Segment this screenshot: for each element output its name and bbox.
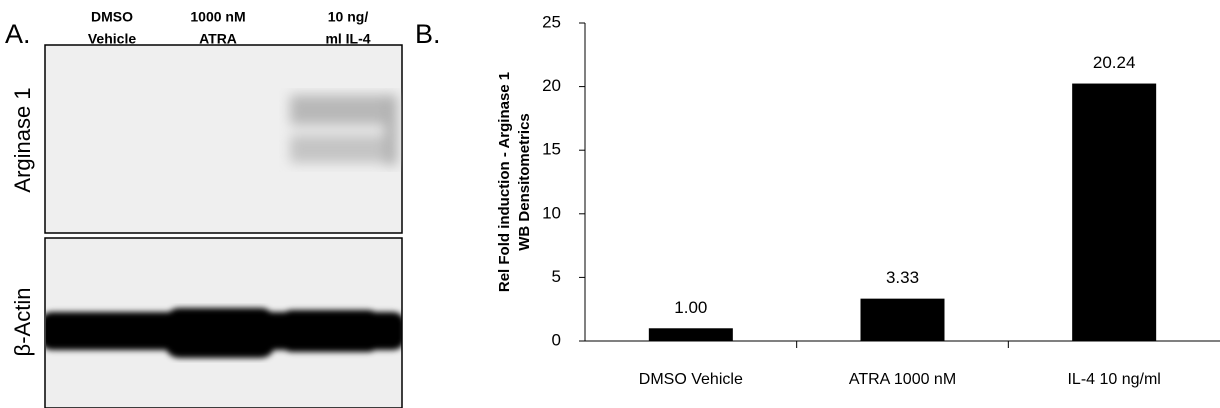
- lane-label: DMSO: [91, 9, 133, 25]
- x-tick-label: ATRA 1000 nM: [849, 371, 956, 388]
- figure: A. B. Rel Fold induction - Arginase 1 WB…: [0, 0, 1220, 408]
- y-axis-title-line: Rel Fold induction - Arginase 1: [496, 72, 513, 292]
- y-axis-title: Rel Fold induction - Arginase 1 WB Densi…: [496, 72, 533, 292]
- blot-actin: [40, 238, 405, 408]
- y-tick-label: 15: [542, 140, 561, 159]
- x-tick-label: DMSO Vehicle: [639, 371, 743, 388]
- lane-label: 1000 nM: [190, 9, 245, 25]
- panel-label: B.: [415, 19, 441, 49]
- bar: [649, 328, 733, 341]
- y-axis-title-line: WB Densitometrics: [516, 113, 533, 251]
- row-label: Arginase 1: [10, 87, 35, 192]
- y-tick-label: 20: [542, 76, 561, 95]
- y-tick-label: 5: [552, 267, 561, 286]
- bar: [1072, 84, 1156, 341]
- lane-label: Vehicle: [88, 31, 136, 47]
- lane-label: 10 ng/: [328, 9, 369, 25]
- y-tick-label: 0: [552, 330, 561, 349]
- y-tick-label: 25: [542, 12, 561, 31]
- value-label: 20.24: [1093, 53, 1136, 72]
- value-label: 1.00: [674, 298, 707, 317]
- value-label: 3.33: [886, 268, 919, 287]
- bar: [861, 299, 945, 341]
- x-tick-label: IL-4 10 ng/ml: [1067, 371, 1160, 388]
- y-tick-label: 10: [542, 203, 561, 222]
- lane-label: ATRA: [199, 31, 237, 47]
- row-label: β-Actin: [10, 288, 35, 357]
- blot-arginase: [45, 45, 402, 233]
- lane-label: ml IL-4: [325, 31, 370, 47]
- panel-label: A.: [5, 19, 31, 49]
